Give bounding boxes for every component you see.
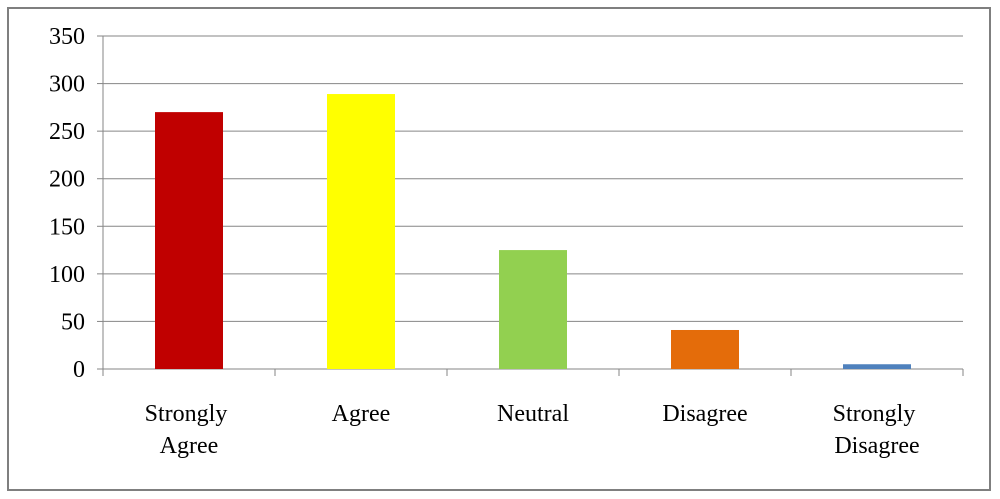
x-tick-label: Neutral <box>497 401 569 427</box>
y-tick-label: 150 <box>49 214 85 240</box>
bar <box>843 364 911 369</box>
bar <box>327 94 395 369</box>
y-tick-label: 100 <box>49 262 85 288</box>
y-tick-label: 250 <box>49 119 85 145</box>
y-tick-label: 50 <box>61 309 85 335</box>
bar <box>499 250 567 369</box>
bar <box>671 329 739 369</box>
x-tick-label: Strongly Agree <box>145 401 234 459</box>
x-tick-label: Strongly Disagree <box>833 401 922 459</box>
y-tick-label: 0 <box>73 357 85 383</box>
x-tick-label: Agree <box>332 401 391 427</box>
bar <box>155 112 223 369</box>
y-tick-label: 200 <box>49 167 85 193</box>
y-tick-label: 350 <box>49 24 85 50</box>
x-tick-label: Disagree <box>662 401 747 427</box>
y-tick-label: 300 <box>49 72 85 98</box>
